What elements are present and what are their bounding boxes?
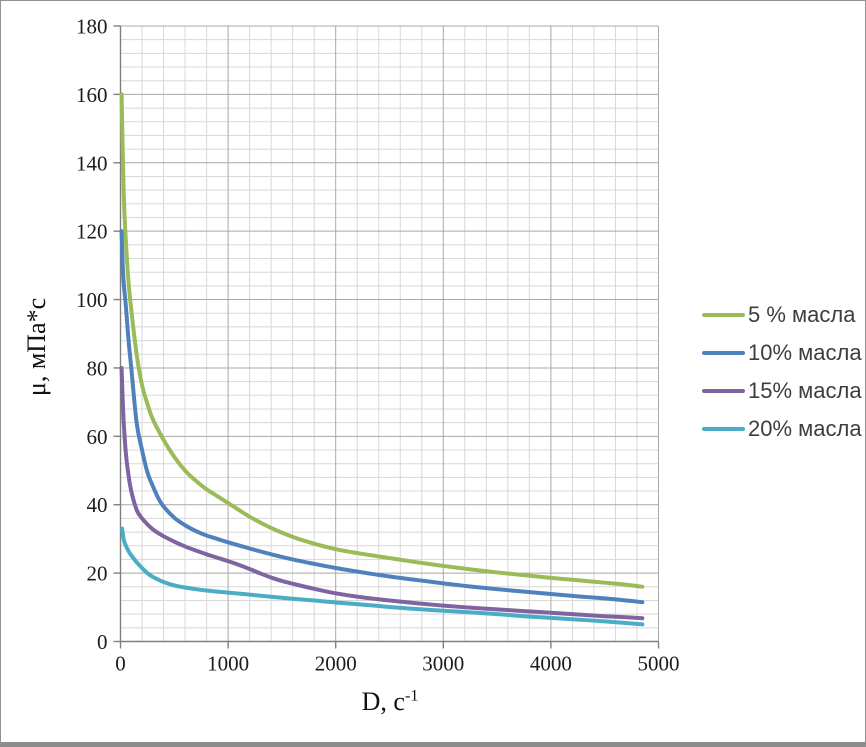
legend-line-swatch-icon bbox=[702, 312, 745, 317]
legend: 5 % масла 10% масла 15% масла 20% масла bbox=[702, 302, 862, 441]
y-tick-label: 0 bbox=[97, 630, 108, 654]
x-tick-label: 1000 bbox=[207, 652, 249, 676]
legend-label: 20% масла bbox=[748, 415, 862, 441]
legend-label: 15% масла bbox=[748, 377, 862, 403]
x-axis-title-text: D, с bbox=[361, 687, 405, 716]
series-line-3 bbox=[119, 365, 645, 621]
series-line-2 bbox=[119, 229, 645, 605]
legend-label: 10% масла bbox=[748, 339, 862, 365]
x-tick-label: 5000 bbox=[638, 652, 680, 676]
y-tick-label: 120 bbox=[76, 220, 108, 244]
y-tick-label: 80 bbox=[87, 356, 108, 380]
legend-line-swatch-icon bbox=[702, 350, 745, 355]
legend-item-1: 5 % масла bbox=[702, 302, 862, 327]
y-axis-title-text: μ, мПа*с bbox=[22, 297, 51, 397]
x-tick-label: 0 bbox=[115, 652, 126, 676]
y-axis-title: μ, мПа*с bbox=[22, 197, 52, 497]
series-line-1 bbox=[119, 92, 645, 589]
y-tick-label: 20 bbox=[87, 562, 108, 586]
legend-item-3: 15% масла bbox=[702, 378, 862, 403]
x-axis-title-exponent: -1 bbox=[404, 687, 419, 705]
x-tick-label: 3000 bbox=[422, 652, 464, 676]
x-tick-label: 2000 bbox=[315, 652, 357, 676]
legend-item-2: 10% масла bbox=[702, 340, 862, 365]
y-tick-label: 180 bbox=[76, 15, 108, 39]
y-tick-label: 160 bbox=[76, 83, 108, 107]
y-tick-label: 140 bbox=[76, 151, 108, 175]
legend-label: 5 % масла bbox=[748, 301, 856, 327]
legend-item-4: 20% масла bbox=[702, 416, 862, 441]
x-tick-label: 4000 bbox=[530, 652, 572, 676]
legend-line-swatch-icon bbox=[702, 426, 745, 431]
legend-line-swatch-icon bbox=[702, 388, 745, 393]
y-tick-label: 100 bbox=[76, 288, 108, 312]
y-tick-label: 60 bbox=[87, 425, 108, 449]
series-line-4 bbox=[120, 526, 645, 627]
x-axis-title: D, с-1 bbox=[121, 687, 659, 717]
y-tick-label: 40 bbox=[87, 493, 108, 517]
